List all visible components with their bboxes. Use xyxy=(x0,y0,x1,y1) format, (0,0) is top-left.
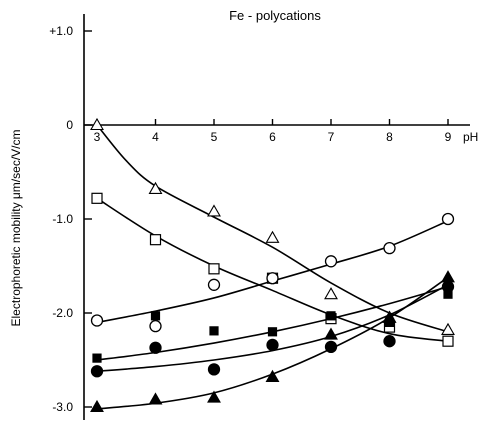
point-open-circle-2 xyxy=(207,278,221,291)
series-open-square-curve xyxy=(96,197,449,342)
point-open-circle-3 xyxy=(266,272,279,285)
point-filled-triangle-5 xyxy=(382,310,397,323)
point-filled-circle-3 xyxy=(266,338,279,352)
y-tick-label-3: -2.0 xyxy=(52,306,73,320)
point-open-triangle-4 xyxy=(324,287,338,300)
x-tick-label-9: 9 xyxy=(445,130,452,144)
point-filled-triangle-3 xyxy=(265,369,280,382)
axes xyxy=(83,14,470,420)
markers xyxy=(90,117,455,413)
point-open-square-1 xyxy=(149,234,162,246)
y-axis-label: Electrophoretic mobility μm/sec/V/cm xyxy=(9,130,23,327)
point-open-circle-6 xyxy=(441,212,455,226)
point-filled-square-4 xyxy=(326,311,336,321)
series-open-triangle-curve xyxy=(96,124,449,333)
point-filled-square-0 xyxy=(92,353,102,363)
point-filled-circle-5 xyxy=(383,335,396,348)
point-open-square-2 xyxy=(208,263,220,275)
chart-title: Fe - polycations xyxy=(229,8,321,23)
point-filled-circle-1 xyxy=(149,341,162,354)
y-tick-label-4: -3.0 xyxy=(52,400,73,414)
y-tick-label-2: -1.0 xyxy=(52,212,73,226)
x-tick-label-3: 3 xyxy=(94,130,101,144)
point-filled-triangle-0 xyxy=(90,399,104,413)
point-filled-triangle-1 xyxy=(148,392,163,405)
point-open-triangle-0 xyxy=(90,117,104,131)
x-tick-label-6: 6 xyxy=(269,130,276,144)
point-filled-square-1 xyxy=(150,311,161,321)
point-filled-triangle-4 xyxy=(324,327,338,340)
point-open-triangle-6 xyxy=(441,322,455,335)
x-tick-label-4: 4 xyxy=(152,130,159,144)
x-tick-label-5: 5 xyxy=(211,130,218,144)
point-filled-circle-4 xyxy=(324,340,338,353)
point-open-circle-5 xyxy=(383,241,396,255)
point-filled-square-2 xyxy=(209,326,219,336)
point-filled-triangle-6 xyxy=(441,270,455,283)
point-filled-triangle-2 xyxy=(207,390,221,403)
point-open-triangle-1 xyxy=(148,181,163,194)
curves xyxy=(96,124,449,410)
y-tick-label-1: 0 xyxy=(66,118,73,132)
point-filled-circle-0 xyxy=(90,365,104,378)
y-tick-label-0: +1.0 xyxy=(49,24,73,38)
point-open-circle-1 xyxy=(149,320,162,333)
x-tick-label-7: 7 xyxy=(328,130,335,144)
point-open-circle-4 xyxy=(324,255,338,268)
point-open-circle-0 xyxy=(90,314,104,327)
x-tick-label-8: 8 xyxy=(386,130,393,144)
x-axis-label: pH xyxy=(463,130,478,144)
point-filled-square-3 xyxy=(267,327,278,337)
point-open-square-6 xyxy=(442,335,454,347)
point-filled-circle-2 xyxy=(207,363,221,376)
ticks: 3 4 5 6 7 8 9 +1.0 0 -1.0 -2.0 -3.0 xyxy=(49,24,451,414)
point-filled-circle-6 xyxy=(441,280,455,293)
point-open-triangle-3 xyxy=(265,230,280,243)
point-open-triangle-2 xyxy=(207,204,221,217)
point-open-square-0 xyxy=(91,192,103,204)
